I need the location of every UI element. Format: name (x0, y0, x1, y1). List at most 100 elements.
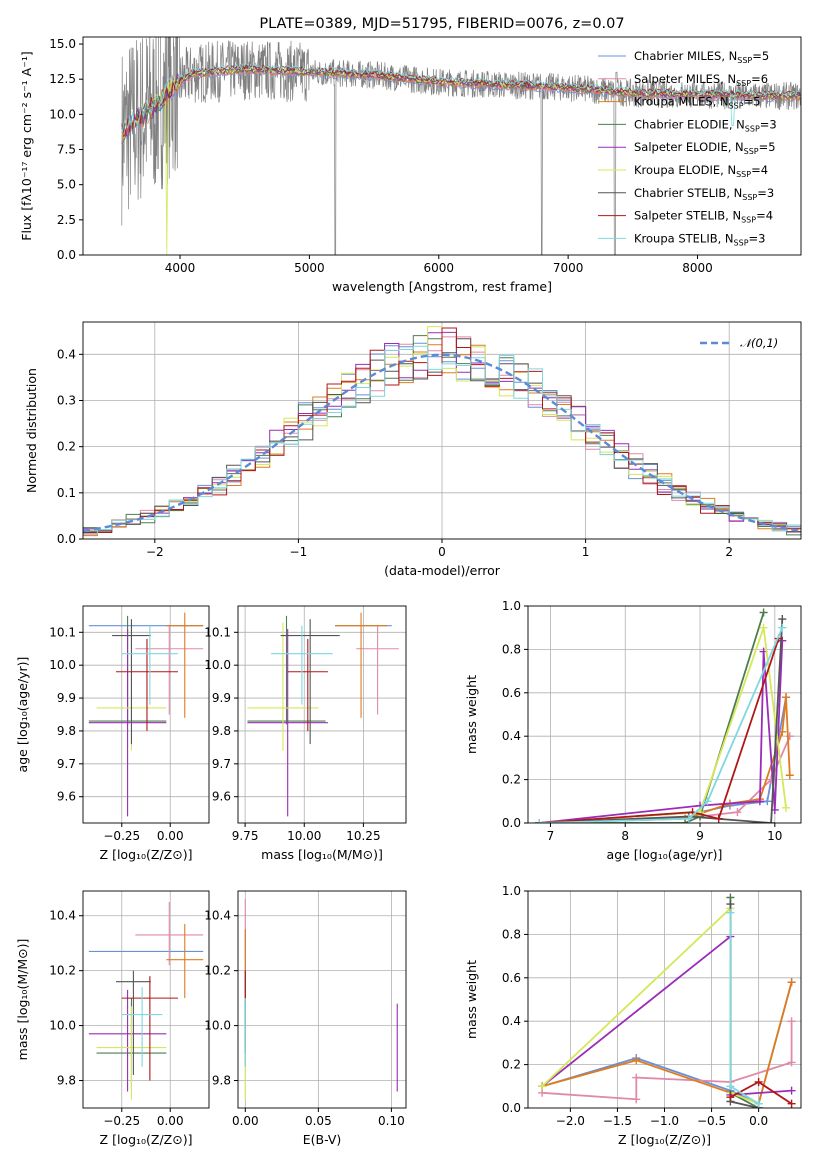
series-marker-salpeter-stelib (787, 1099, 796, 1108)
y-tick-label: 9.9 (212, 691, 231, 705)
legend-entry: 𝒩(0,1) (740, 336, 778, 350)
legend-subscript: SSP (736, 170, 751, 179)
y-tick-label: 0.3 (57, 393, 76, 407)
series-marker-salpeter-miles (632, 1095, 641, 1104)
y-tick-label: 5.0 (57, 178, 76, 192)
series-marker-salpeter-stelib (726, 1093, 735, 1102)
y-tick-label: 0.2 (502, 1058, 521, 1072)
x-tick-label: 0 (438, 545, 446, 559)
legend-value: =5 (752, 49, 769, 63)
panel-mass_vs_ebv: 0.00 0.05 0.10 9.8 10.0 10.2 10.4 E(B-V) (204, 890, 407, 1147)
series-marker-salpeter-miles (632, 1073, 641, 1082)
y-tick-label: 10.0 (49, 107, 76, 121)
series-marker-salpeter-miles (733, 808, 742, 817)
y-tick-label: 0.4 (57, 347, 76, 361)
series-marker-kroupa-miles (778, 727, 787, 736)
series-line-chabrier-stelib (539, 618, 784, 823)
x-tick-label: 10.25 (346, 829, 380, 843)
legend-value: =4 (751, 163, 768, 177)
plot-area-residuals (83, 322, 801, 539)
series-marker-salpeter-stelib (714, 814, 723, 823)
legend-subscript: SSP (742, 193, 757, 202)
y-tick-label: 9.6 (57, 790, 76, 804)
x-tick-label: 8000 (682, 261, 713, 275)
series-marker-kroupa-elodie (759, 623, 768, 632)
y-tick-label: 10.0 (204, 658, 231, 672)
x-tick-label: 4000 (165, 261, 196, 275)
normal-curve-line (83, 353, 801, 533)
x-axis-label: age [log₁₀(age/yr)] (607, 847, 723, 862)
y-tick-label: 9.8 (212, 1074, 231, 1088)
observed-spectrum-line (121, 37, 801, 255)
series-marker-kroupa-elodie (538, 1082, 547, 1091)
series-marker-salpeter-miles (787, 1017, 796, 1026)
panel-age_vs_mass: 9.75 10.00 10.25 9.6 9.7 9.8 9.9 10.0 10.1 mass [… (204, 605, 407, 862)
x-tick-label: 5000 (294, 261, 325, 275)
y-tick-label: 0.0 (57, 532, 76, 546)
x-tick-label: 9.75 (232, 829, 259, 843)
y-tick-label: 10.0 (204, 1019, 231, 1033)
series-marker-kroupa-miles (632, 1056, 641, 1065)
plot-area-spectrum (121, 37, 801, 255)
legend-subscript: SSP (736, 79, 751, 88)
legend-entry: Chabrier ELODIE, NSSP=3 (634, 117, 777, 133)
series-line-kroupa-elodie (541, 906, 759, 1105)
plot-area-mass_vs_ebv (238, 891, 406, 1108)
x-tick-label: 0.00 (232, 1114, 259, 1128)
x-tick-label: 2 (725, 545, 733, 559)
panel-weight_vs_age: 7 8 9 10 0.0 0.2 0.4 0.6 0.8 1.0 age [log₁₀(age/yr… (464, 599, 802, 862)
axes-frame (82, 36, 802, 256)
x-tick-label: −1.0 (650, 1114, 679, 1128)
series-marker-kroupa-miles (785, 771, 794, 780)
series-line-chabrier-elodie (539, 612, 765, 823)
series-line-kroupa-miles (541, 981, 793, 1105)
legend-value: =4 (756, 209, 773, 223)
legend-value: =3 (757, 186, 774, 200)
x-axis-label: Z [log₁₀(Z/Z⊙)] (100, 1132, 193, 1147)
series-line-kroupa-stelib (539, 627, 784, 823)
x-axis-label: wavelength [Angstrom, rest frame] (332, 279, 552, 294)
plot-area-weight_vs_age (528, 606, 801, 823)
y-tick-label: 0.0 (502, 1101, 521, 1115)
x-tick-label: 10.00 (287, 829, 321, 843)
series-line-salpeter-stelib (539, 638, 780, 823)
y-tick-label: 9.8 (57, 724, 76, 738)
legend-subscript: SSP (729, 102, 744, 111)
panel-mass_vs_Z: −0.25 0.00 9.8 10.0 10.2 10.4 Z [log₁₀(Z/Z⊙)] m… (15, 890, 210, 1147)
model-line-kroupa-stelib (121, 63, 801, 136)
x-axis-label: E(B-V) (303, 1132, 342, 1147)
series-marker-chabrier-stelib (726, 900, 735, 909)
y-tick-label: 9.9 (57, 691, 76, 705)
model-line-kroupa-miles (121, 67, 801, 142)
axes-frame (82, 321, 802, 540)
legend-entry: Kroupa STELIB, NSSP=3 (634, 231, 765, 247)
y-tick-label: 0.8 (502, 642, 521, 656)
x-tick-label: −2 (146, 545, 164, 559)
x-tick-label: 6000 (423, 261, 454, 275)
plot-area-weight_vs_Z (528, 891, 801, 1108)
plot-area-age_vs_Z (83, 606, 209, 823)
series-marker-kroupa-miles (787, 978, 796, 987)
y-tick-label: 10.1 (49, 625, 76, 639)
y-tick-label: 9.7 (57, 757, 76, 771)
y-tick-label: 10.2 (49, 964, 76, 978)
plot-area-age_vs_mass (238, 606, 406, 823)
legend-entry: Salpeter ELODIE, NSSP=5 (634, 140, 776, 156)
legend-value: =3 (749, 231, 766, 245)
y-axis-label: Normed distribution (24, 368, 39, 493)
axes-frame (237, 890, 407, 1109)
series-marker-salpeter-miles (787, 1058, 796, 1067)
y-tick-label: 9.8 (57, 1074, 76, 1088)
legend-entry: Salpeter STELIB, NSSP=4 (634, 209, 773, 225)
x-tick-label: −1 (290, 545, 308, 559)
series-marker-chabrier-miles (763, 797, 772, 806)
series-marker-kroupa-stelib (754, 1099, 763, 1108)
y-tick-label: 0.4 (502, 729, 521, 743)
y-tick-label: 0.4 (502, 1014, 521, 1028)
legend-subscript: SSP (741, 216, 756, 225)
y-tick-label: 10.1 (204, 625, 231, 639)
y-tick-label: 0.2 (502, 773, 521, 787)
x-tick-label: 10 (767, 829, 782, 843)
y-tick-label: 10.0 (49, 1019, 76, 1033)
